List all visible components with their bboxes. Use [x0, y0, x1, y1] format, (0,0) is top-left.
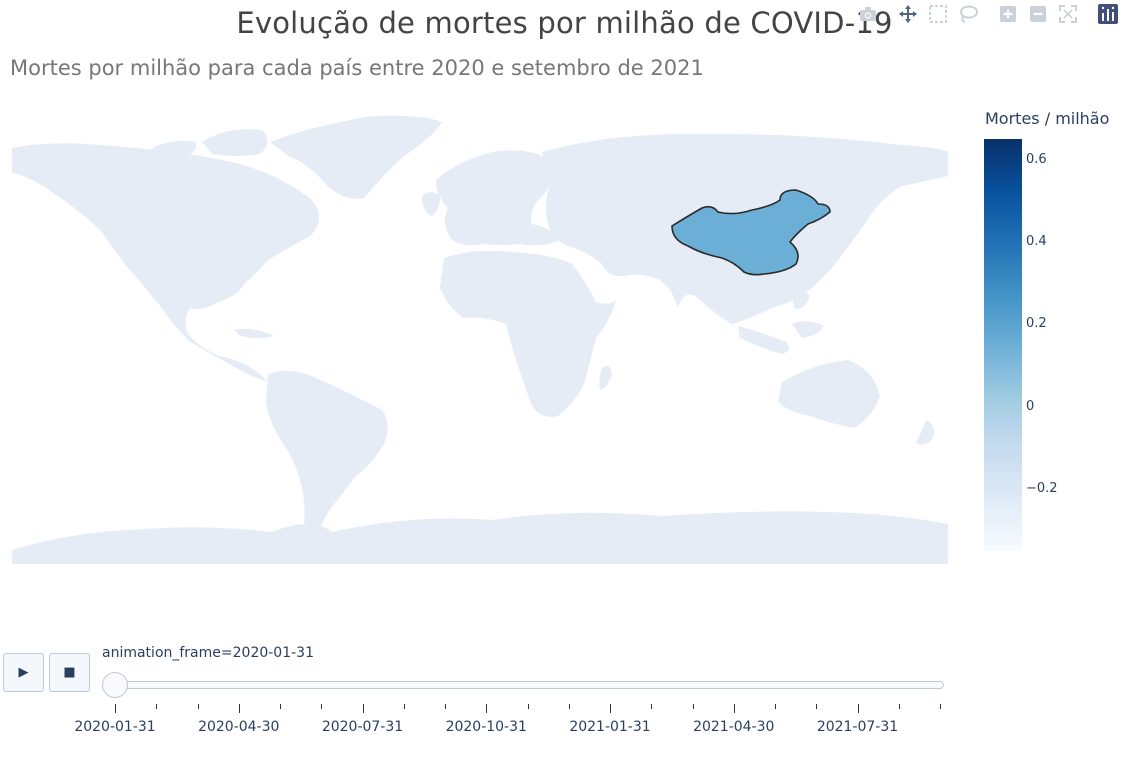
antarctica: [12, 511, 948, 564]
slider-tick-label: 2021-07-31: [816, 719, 899, 735]
animation-frame-label: animation_frame=2020-01-31: [102, 645, 314, 661]
camera-icon[interactable]: [856, 2, 880, 26]
europe: [436, 150, 560, 246]
slider-major-tick: [362, 704, 364, 713]
colorbar: [984, 139, 1022, 551]
greenland: [270, 115, 442, 199]
play-icon: ▶: [18, 665, 29, 680]
chart-subtitle: Mortes por milhão para cada país entre 2…: [10, 56, 704, 80]
slider-major-tick: [486, 704, 488, 713]
slider-minor-tick: [692, 704, 694, 709]
japan: [832, 213, 854, 248]
slider-minor-tick: [280, 704, 281, 709]
stop-icon: ■: [63, 665, 76, 680]
north-america: [12, 143, 320, 382]
choropleth-map[interactable]: [12, 112, 948, 564]
slider-track[interactable]: [106, 681, 944, 689]
slider-minor-tick: [940, 704, 941, 709]
colorbar-tick-label: 0.4: [1026, 234, 1047, 249]
slider-minor-tick: [156, 704, 158, 709]
slider-minor-tick: [568, 704, 570, 709]
slider-major-tick: [115, 704, 116, 713]
slider-minor-tick: [321, 704, 323, 709]
colorbar-tick-label: −0.2: [1026, 481, 1058, 497]
frame-label-value: 2020-01-31: [232, 645, 314, 661]
canadian-arctic-islands: [152, 129, 268, 158]
slider-minor-tick: [527, 704, 529, 709]
slider-minor-tick: [651, 704, 653, 709]
slider-minor-tick: [445, 704, 446, 709]
slider-handle[interactable]: [102, 672, 128, 698]
modebar: [856, 2, 1122, 28]
southeast-asia-islands: [738, 289, 824, 354]
colorbar-tick-label: 0.2: [1026, 316, 1047, 332]
slider-minor-tick: [898, 704, 900, 709]
cuba: [234, 328, 274, 338]
colorbar-tick-label: 0: [1026, 398, 1035, 414]
slider-major-tick: [238, 704, 240, 713]
slider-major-tick: [733, 704, 735, 713]
slider-tick-label: 2020-04-30: [198, 719, 280, 735]
slider-tick-label: 2020-10-31: [445, 719, 527, 735]
slider-minor-tick: [816, 704, 818, 709]
colorbar-title: Mortes / milhão: [985, 109, 1110, 128]
slider-minor-tick: [197, 704, 199, 709]
new-zealand: [916, 420, 934, 445]
africa: [440, 250, 616, 417]
south-america: [266, 370, 388, 548]
slider-tick-label: 2020-01-31: [74, 719, 156, 735]
slider-tick-label: 2021-04-30: [693, 719, 775, 735]
map-svg: [12, 115, 948, 564]
play-button[interactable]: ▶: [3, 653, 44, 692]
frame-label-prefix: animation_frame=: [102, 645, 233, 661]
slider-tick-label: 2021-01-31: [569, 719, 651, 735]
plotly-logo-icon[interactable]: [1096, 2, 1120, 26]
slider-major-tick: [857, 704, 859, 713]
box-select-icon[interactable]: [926, 2, 950, 26]
china[interactable]: [671, 189, 831, 276]
zoom-in-icon[interactable]: [996, 2, 1020, 26]
zoom-out-icon[interactable]: [1026, 2, 1050, 26]
madagascar: [599, 366, 612, 390]
lasso-icon[interactable]: [956, 2, 980, 26]
pan-icon[interactable]: [896, 2, 920, 26]
slider-major-tick: [610, 704, 611, 713]
colorbar-tick-label: 0.6: [1026, 151, 1047, 167]
australia: [778, 360, 880, 428]
british-isles: [422, 192, 440, 216]
slider-tick-label: 2020-07-31: [321, 719, 404, 735]
slider-minor-tick: [775, 704, 776, 709]
reset-view-icon[interactable]: [1056, 2, 1080, 26]
stop-button[interactable]: ■: [49, 653, 90, 692]
chart-title: Evolução de mortes por milhão de COVID-1…: [236, 6, 893, 40]
slider-minor-tick: [403, 704, 405, 709]
